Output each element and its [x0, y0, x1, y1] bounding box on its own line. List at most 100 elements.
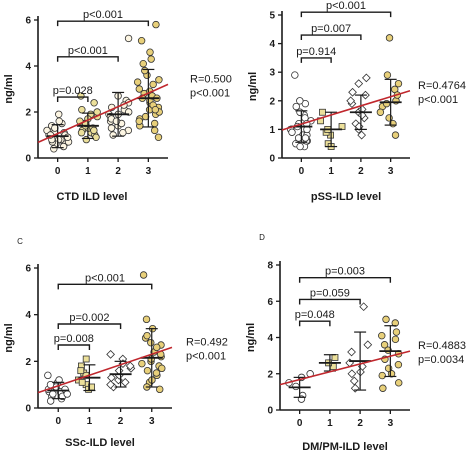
- chart-panel-3: D 0 2 4 6 8 0 1 2 3 ng/ml DM/PM-ILD level p=0.048 p=0…: [245, 233, 466, 453]
- panel-label: D: [259, 233, 265, 242]
- data-point: [106, 380, 115, 390]
- data-point: [50, 145, 58, 153]
- data-point: [44, 371, 52, 380]
- data-point: [350, 383, 360, 393]
- data-point: [78, 378, 86, 386]
- significance-label: p=0.007: [311, 23, 351, 35]
- significance-bracket: [298, 276, 392, 283]
- data-point: [109, 131, 117, 139]
- significance-label: p=0.914: [296, 46, 336, 58]
- regression-line: [37, 346, 173, 394]
- x-axis-label: SSc-ILD level: [65, 437, 135, 449]
- data-point: [392, 328, 401, 336]
- y-tick-label: 1: [269, 125, 275, 136]
- y-tick-label: 0: [267, 406, 273, 417]
- correlation-r: R=0.4883: [418, 340, 466, 352]
- panel-label: C: [17, 237, 23, 246]
- y-tick-label: 2: [267, 369, 273, 380]
- data-point: [359, 302, 369, 312]
- y-tick-label: 6: [25, 16, 31, 27]
- data-point: [349, 376, 359, 386]
- data-point: [296, 142, 304, 151]
- correlation-p: p=0.0034: [418, 354, 464, 366]
- y-axis-label: ng/ml: [245, 323, 257, 352]
- significance-label: p=0.002: [69, 312, 109, 324]
- data-point: [139, 60, 147, 68]
- significance-bracket: [300, 11, 392, 18]
- significance-label: p<0.001: [85, 272, 125, 284]
- data-point: [141, 66, 149, 75]
- significance-label: p=0.008: [54, 333, 94, 345]
- data-point: [77, 367, 85, 375]
- data-point: [138, 359, 146, 368]
- x-axis-label: pSS-ILD level: [311, 191, 381, 203]
- data-point: [147, 55, 155, 63]
- data-point: [147, 338, 155, 347]
- data-point: [363, 340, 373, 350]
- data-point: [149, 80, 157, 89]
- significance-label: p=0.028: [53, 85, 93, 97]
- data-point: [362, 73, 371, 83]
- data-point: [152, 369, 161, 377]
- data-point: [139, 271, 148, 279]
- data-point: [82, 135, 91, 144]
- data-point: [394, 360, 403, 369]
- data-point: [55, 110, 63, 118]
- data-point: [153, 343, 161, 352]
- data-point: [49, 390, 57, 398]
- regression-line: [279, 350, 411, 386]
- x-tick-label: 2: [118, 416, 124, 427]
- correlation-p: p<0.001: [186, 350, 226, 362]
- data-point: [158, 364, 166, 373]
- y-tick-label: 5: [269, 11, 275, 22]
- significance-label: p=0.048: [295, 309, 335, 321]
- data-point: [354, 79, 364, 89]
- data-point: [63, 133, 72, 141]
- significance-bracket: [57, 283, 153, 290]
- x-tick-label: 2: [357, 418, 363, 429]
- correlation-p: p<0.001: [418, 94, 458, 106]
- data-point: [90, 99, 98, 107]
- data-point: [378, 331, 386, 340]
- data-point: [151, 105, 160, 114]
- data-point: [135, 117, 143, 125]
- data-point: [142, 315, 151, 324]
- data-point: [347, 369, 357, 379]
- x-tick-label: 3: [149, 416, 155, 427]
- data-point: [346, 96, 356, 106]
- data-point: [292, 382, 300, 391]
- data-point: [90, 126, 98, 135]
- data-point: [78, 105, 86, 114]
- data-point: [125, 361, 135, 371]
- x-tick-label: 3: [146, 166, 152, 177]
- data-point: [376, 108, 385, 116]
- significance-label: p=0.003: [325, 266, 365, 278]
- chart-panel-0: 0 2 4 6 0 1 2 3 ng/ml CTD ILD level p=0.028 p<0.001…: [3, 9, 232, 203]
- data-point: [385, 34, 394, 42]
- data-point: [357, 130, 367, 140]
- y-tick-label: 6: [25, 264, 31, 275]
- data-point: [292, 102, 300, 111]
- chart-panel-2: C 0 2 4 6 0 1 2 3 ng/ml SSc-ILD level p=0.008 p=0.00…: [3, 237, 228, 449]
- correlation-r: R=0.4764: [418, 80, 466, 92]
- significance-label: p=0.059: [310, 287, 350, 299]
- data-point: [288, 128, 296, 136]
- x-tick-label: 2: [115, 166, 121, 177]
- x-tick-label: 1: [87, 416, 93, 427]
- data-point: [378, 371, 386, 380]
- y-axis-label: ng/ml: [3, 74, 15, 103]
- regression-line: [281, 90, 411, 131]
- data-point: [348, 87, 357, 97]
- significance-label: p<0.001: [83, 9, 123, 21]
- y-tick-label: 0: [25, 404, 31, 415]
- y-axis-label: ng/ml: [3, 323, 15, 352]
- significance-bracket: [56, 96, 89, 103]
- x-tick-label: 1: [327, 418, 333, 429]
- data-point: [385, 114, 393, 122]
- significance-bracket: [57, 323, 122, 329]
- data-point: [124, 34, 133, 43]
- correlation-p: p<0.001: [190, 87, 230, 99]
- data-point: [391, 335, 400, 344]
- x-tick-label: 3: [388, 418, 394, 429]
